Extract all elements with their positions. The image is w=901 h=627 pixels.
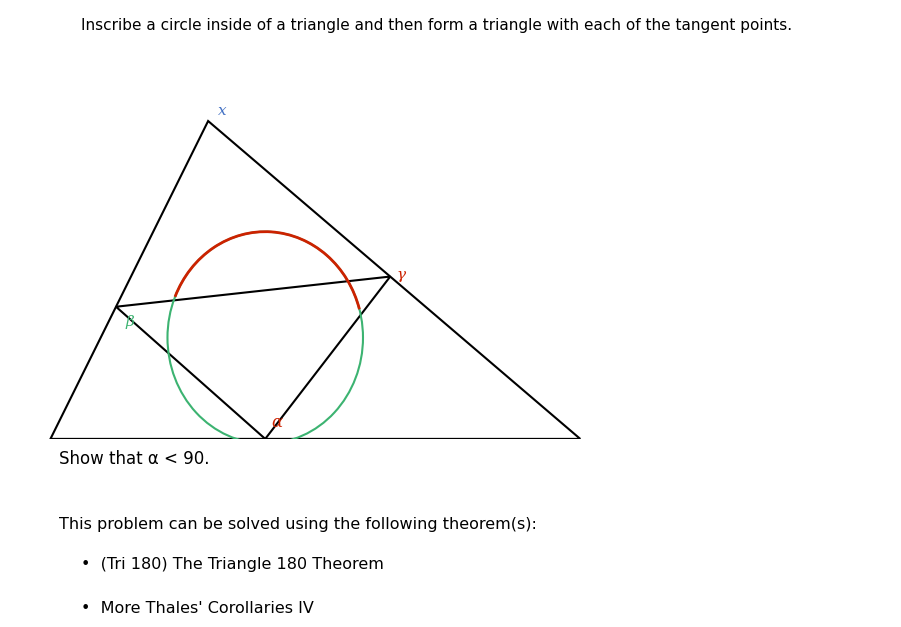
Text: •  More Thales' Corollaries IV: • More Thales' Corollaries IV: [81, 601, 314, 616]
Text: This problem can be solved using the following theorem(s):: This problem can be solved using the fol…: [59, 517, 536, 532]
Text: Show that α < 90.: Show that α < 90.: [59, 450, 209, 468]
Text: x: x: [218, 104, 226, 118]
Text: γ: γ: [396, 268, 405, 282]
Text: α: α: [271, 414, 283, 431]
Text: β: β: [125, 315, 134, 329]
Text: •  (Tri 180) The Triangle 180 Theorem: • (Tri 180) The Triangle 180 Theorem: [81, 557, 384, 572]
Text: Inscribe a circle inside of a triangle and then form a triangle with each of the: Inscribe a circle inside of a triangle a…: [81, 18, 792, 33]
